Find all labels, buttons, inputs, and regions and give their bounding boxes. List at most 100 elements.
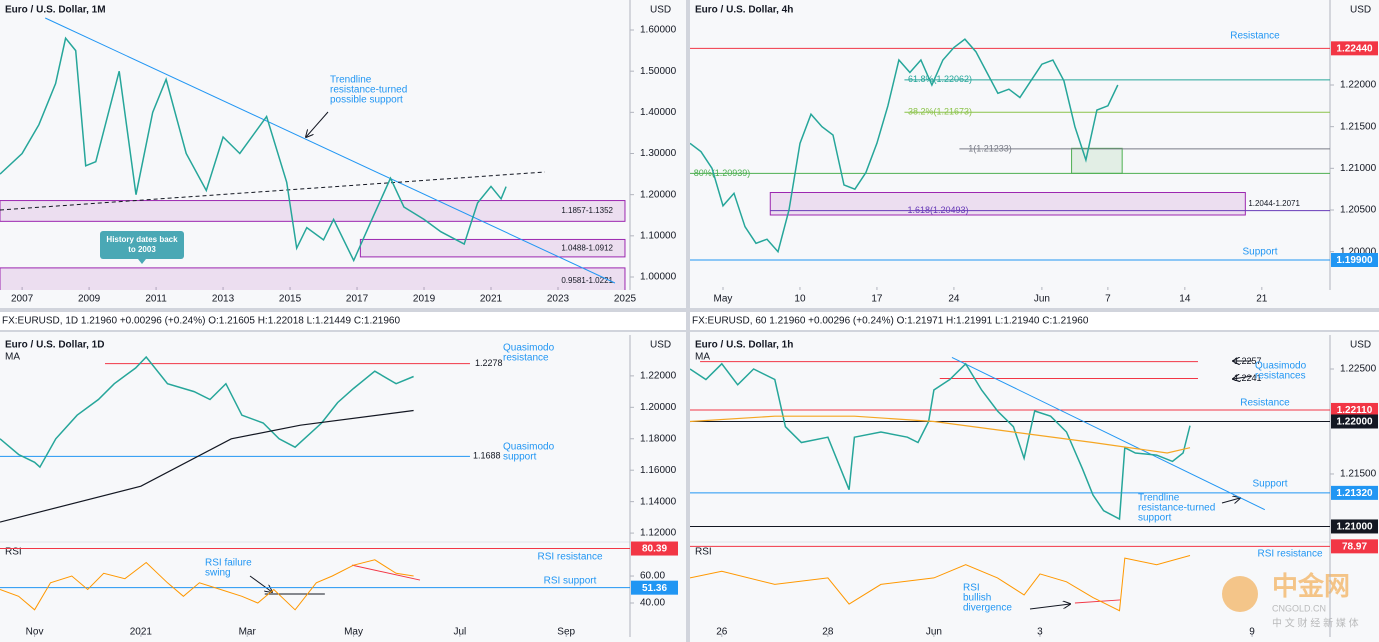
level-label: 80%(1.20939) [694, 168, 751, 178]
series-line [0, 36, 507, 263]
chart-title: Euro / U.S. Dollar, 1D [5, 340, 104, 351]
y-axis-label: USD [650, 340, 671, 351]
level-label: 1(1.21233) [968, 143, 1012, 153]
legend-label: MA [695, 352, 710, 363]
arrow [1233, 376, 1253, 379]
y-tick-label: 1.14000 [640, 496, 677, 507]
symbol-info: FX:EURUSD, 60 1.21960 +0.00296 (+0.24%) … [692, 316, 1089, 327]
annotation: divergence [963, 603, 1012, 614]
x-tick-label: 2021 [480, 294, 503, 305]
series-line [690, 362, 1191, 521]
y-tick-label: 1.20500 [1340, 205, 1377, 216]
price-tag-label: 80.39 [642, 544, 667, 555]
x-tick-label: 2017 [346, 294, 369, 305]
annotation: resistance-turned [330, 85, 407, 96]
y-tick-label: 1.22000 [640, 371, 677, 382]
x-tick-label: 2023 [547, 294, 570, 305]
zone-label: 0.9581-1.0221 [561, 276, 613, 285]
x-tick-label: 26 [716, 627, 728, 638]
annotation: resistance [503, 353, 549, 364]
x-tick-label: 2009 [78, 294, 101, 305]
x-tick-label: 2013 [212, 294, 235, 305]
arrow [1221, 498, 1240, 503]
y-tick-label: 1.12000 [640, 528, 677, 539]
price-tag [631, 580, 678, 595]
annotation: bullish [963, 593, 991, 604]
rsi-title: RSI [5, 547, 22, 558]
trend-line [1074, 599, 1121, 604]
x-tick-label: 2019 [413, 294, 436, 305]
x-tick-label: 28 [822, 627, 834, 638]
annotation: Trendline [330, 75, 372, 86]
panel-bg [0, 0, 686, 308]
x-tick-label: Nov [26, 627, 44, 638]
y-tick-label: 1.10000 [640, 230, 677, 241]
series-line [0, 355, 414, 469]
annotation: Quasimodo [503, 442, 555, 453]
trend-line [0, 171, 545, 211]
zone [1071, 147, 1123, 174]
y-axis-label: USD [650, 5, 671, 16]
annotation: RSI resistance [537, 552, 602, 563]
annotation: Quasimodo [1255, 361, 1307, 372]
level-label: 1.2278 [475, 358, 503, 368]
price-tag-label: 51.36 [642, 583, 667, 594]
price-tag-label: 78.97 [1342, 541, 1367, 552]
annotation: resistances [1255, 371, 1306, 382]
level-label: 1.1688 [473, 451, 501, 461]
annotation: Quasimodo [503, 343, 555, 354]
x-tick-label: 9 [1249, 627, 1255, 638]
series-line [690, 415, 1191, 454]
price-tag [1331, 485, 1378, 500]
arrow [249, 575, 272, 592]
rsi-title: RSI [695, 547, 712, 558]
y-tick-label: 1.20000 [640, 189, 677, 200]
level-label: 1.2241 [1234, 373, 1262, 383]
callout-pointer [138, 259, 146, 264]
y-tick-label: 1.22000 [1340, 80, 1377, 91]
y-axis-label: USD [1350, 5, 1371, 16]
panel-bg [0, 332, 686, 642]
x-tick-label: 24 [948, 294, 960, 305]
price-tag-label: 1.22110 [1337, 405, 1373, 416]
price-tag [1331, 414, 1378, 429]
y-tick-label: 1.20000 [640, 402, 677, 413]
annotation: RSI support [544, 576, 597, 587]
annotation: Trendline [1138, 493, 1180, 504]
x-tick-label: Sep [557, 627, 575, 638]
price-tag-label: 1.22000 [1336, 417, 1373, 428]
level-label: 1.618(1.20493) [907, 205, 968, 215]
y-tick-label: 1.00000 [640, 272, 677, 283]
annotation: History dates back [106, 235, 178, 244]
x-tick-label: 3 [1037, 627, 1043, 638]
y-tick-label: 40.00 [640, 598, 665, 609]
x-tick-label: Jun [1034, 294, 1050, 305]
divider [686, 0, 690, 642]
watermark: 中金网 CNGOLD.CN 中 文 财 经 新 媒 体 [1222, 571, 1359, 630]
y-tick-label: 1.50000 [640, 66, 677, 77]
zone-label: 1.1857-1.1352 [561, 206, 613, 215]
x-tick-label: 2007 [11, 294, 34, 305]
annotation: Resistance [1240, 398, 1290, 409]
y-tick-label: 1.18000 [640, 433, 677, 444]
x-tick-label: May [714, 294, 733, 305]
series-line [690, 555, 1191, 612]
x-tick-label: May [344, 627, 363, 638]
x-tick-label: Mar [239, 627, 257, 638]
annotation: Support [1252, 479, 1287, 490]
price-tag [1331, 402, 1378, 417]
price-tag-label: 1.21320 [1336, 488, 1373, 499]
price-tag [1331, 519, 1378, 534]
y-tick-label: 1.22500 [1340, 364, 1377, 375]
annotation: possible support [330, 95, 403, 106]
annotation: RSI resistance [1257, 549, 1322, 560]
watermark-logo [1222, 576, 1258, 612]
panel-bg [690, 332, 1379, 642]
chart-title: Euro / U.S. Dollar, 1h [695, 340, 793, 351]
y-tick-label: 1.21000 [1340, 163, 1377, 174]
trend-line [951, 357, 1265, 511]
annotation: RSI [963, 583, 980, 594]
annotation: support [503, 452, 537, 463]
x-tick-label: 2021 [130, 627, 153, 638]
